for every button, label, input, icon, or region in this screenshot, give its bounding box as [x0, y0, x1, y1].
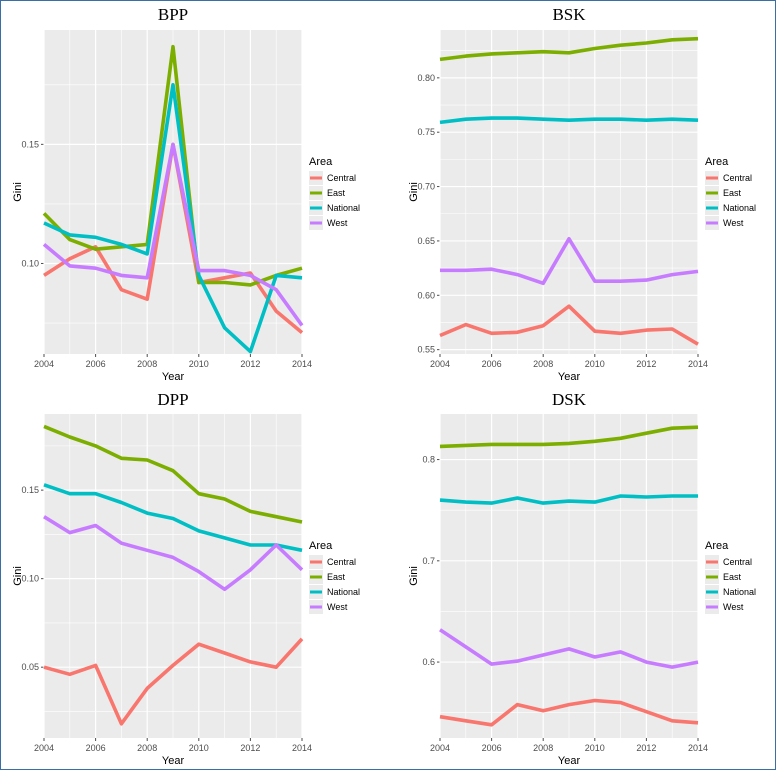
legend: Area Central East National West — [705, 156, 756, 230]
y-tick-label: 0.70 — [417, 182, 435, 192]
y-tick-label: 0.8 — [422, 455, 435, 465]
legend-label-east: East — [327, 188, 346, 198]
chart-dpp: DPP 0.05 0.10 0.15 2004 2006 2008 2010 2012 2014 Y… — [12, 390, 360, 767]
legend-label-national: National — [723, 203, 756, 213]
chart-bpp: BPP 0.10 0.15 2004 2006 2008 2010 2012 2014 Year G… — [12, 5, 360, 383]
series-line-east — [439, 425, 699, 449]
series-line-central — [439, 698, 699, 727]
y-tick-label: 0.10 — [21, 574, 39, 584]
legend-label-west: West — [327, 602, 348, 612]
y-tick-label: 0.6 — [422, 657, 435, 667]
x-axis-label: Year — [558, 371, 581, 383]
series-line-central — [43, 637, 304, 726]
x-tick-label: 2006 — [482, 743, 502, 753]
series-line-west — [42, 142, 304, 327]
legend-title: Area — [705, 540, 729, 552]
series-line-west — [43, 515, 304, 592]
legend-title: Area — [705, 156, 729, 168]
legend: Area Central East National West — [309, 540, 360, 614]
series-line-east — [439, 36, 699, 62]
y-tick-label: 0.15 — [21, 139, 39, 149]
series-line-national — [439, 494, 698, 505]
legend-label-central: Central — [723, 173, 752, 183]
legend-label-west: West — [723, 218, 744, 228]
x-tick-label: 2006 — [86, 359, 106, 369]
y-tick-label: 0.10 — [21, 258, 39, 268]
legend-title: Area — [309, 156, 333, 168]
chart-title: BSK — [552, 5, 586, 24]
chart-title: DSK — [552, 390, 587, 409]
x-tick-label: 2010 — [189, 743, 209, 753]
y-axis-label: Gini — [408, 566, 420, 586]
y-axis-label: Gini — [408, 182, 420, 202]
legend-title: Area — [309, 540, 333, 552]
y-axis-label: Gini — [12, 566, 24, 586]
x-tick-label: 2006 — [86, 743, 106, 753]
y-axis-label: Gini — [12, 182, 24, 202]
legend-label-central: Central — [723, 557, 752, 567]
x-axis-label: Year — [162, 371, 185, 383]
series-line-national — [43, 483, 303, 553]
x-tick-label: 2008 — [137, 743, 157, 753]
y-tick-label: 0.7 — [422, 556, 435, 566]
x-tick-label: 2006 — [482, 359, 502, 369]
x-tick-label: 2004 — [34, 359, 54, 369]
x-tick-label: 2008 — [533, 359, 553, 369]
series-line-west — [440, 237, 699, 286]
y-tick-label: 0.80 — [417, 73, 435, 83]
series-line-central — [439, 304, 699, 346]
legend-label-west: West — [723, 602, 744, 612]
series-line-west — [439, 628, 699, 669]
legend-label-east: East — [723, 188, 742, 198]
x-tick-label: 2012 — [636, 359, 656, 369]
x-tick-label: 2014 — [292, 743, 312, 753]
x-tick-label: 2014 — [292, 359, 312, 369]
x-tick-label: 2012 — [240, 359, 260, 369]
legend-label-central: Central — [327, 173, 356, 183]
x-tick-label: 2004 — [430, 359, 450, 369]
x-axis-label: Year — [558, 755, 581, 767]
x-tick-label: 2010 — [189, 359, 209, 369]
x-axis-label: Year — [162, 755, 185, 767]
chart-title: DPP — [157, 390, 188, 409]
chart-bsk: BSK 0.55 0.60 0.65 0.70 0.75 0.80 2004 2006 2008 2… — [408, 5, 756, 383]
x-tick-label: 2010 — [585, 359, 605, 369]
legend-label-central: Central — [327, 557, 356, 567]
x-tick-label: 2008 — [137, 359, 157, 369]
x-tick-label: 2004 — [34, 743, 54, 753]
x-tick-label: 2012 — [240, 743, 260, 753]
legend: Area Central East National West — [705, 540, 756, 614]
legend-label-east: East — [327, 572, 346, 582]
series-line-east — [43, 424, 303, 524]
x-tick-label: 2012 — [636, 743, 656, 753]
x-tick-label: 2010 — [585, 743, 605, 753]
legend-label-national: National — [723, 587, 756, 597]
series-line-national — [439, 116, 699, 125]
y-tick-label: 0.15 — [21, 485, 39, 495]
y-tick-label: 0.05 — [21, 662, 39, 672]
x-tick-label: 2004 — [430, 743, 450, 753]
x-tick-label: 2014 — [688, 743, 708, 753]
series-line-national — [43, 83, 303, 354]
legend-label-east: East — [723, 572, 742, 582]
legend: Area Central East National West — [309, 156, 360, 230]
x-tick-label: 2014 — [688, 359, 708, 369]
y-tick-label: 0.60 — [417, 290, 435, 300]
legend-label-national: National — [327, 203, 360, 213]
legend-label-west: West — [327, 218, 348, 228]
y-tick-label: 0.55 — [417, 345, 435, 355]
legend-label-national: National — [327, 587, 360, 597]
y-tick-label: 0.75 — [417, 127, 435, 137]
y-tick-label: 0.65 — [417, 236, 435, 246]
chart-title: BPP — [158, 5, 188, 24]
x-tick-label: 2008 — [533, 743, 553, 753]
chart-dsk: DSK 0.6 0.7 0.8 2004 2006 2008 2010 2012 2014 Year… — [408, 390, 756, 767]
